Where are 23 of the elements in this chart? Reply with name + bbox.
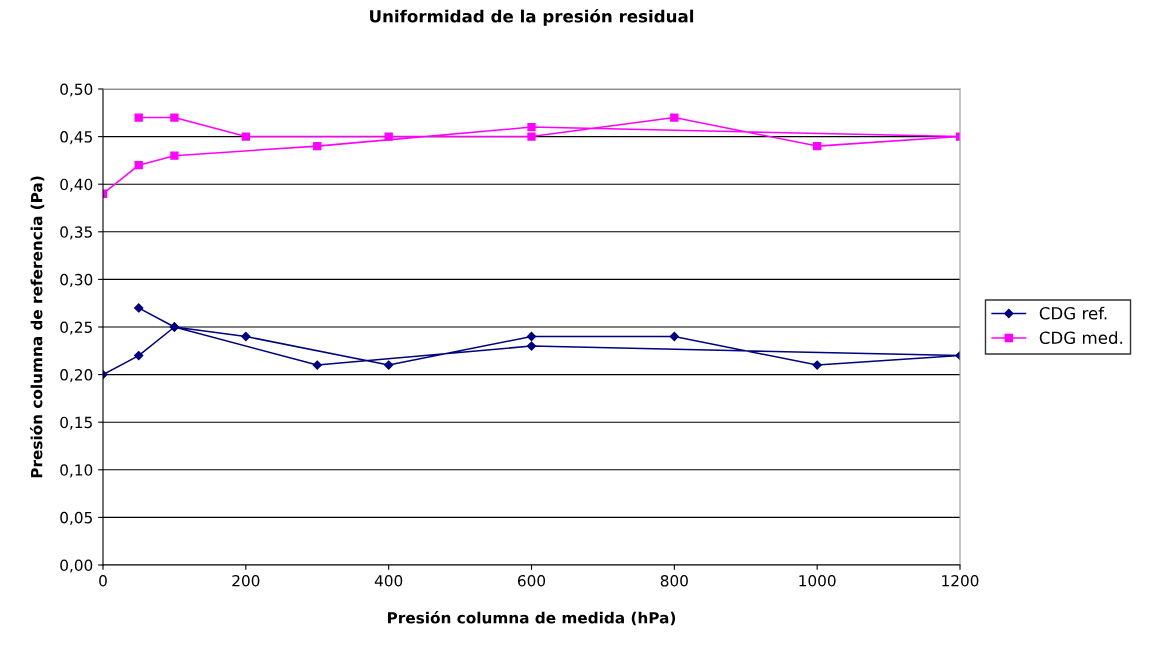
y-tick-label: 0,35 [60, 226, 92, 240]
x-tick-label: 200 [232, 574, 260, 587]
legend-label: CDG med. [1039, 331, 1123, 345]
legend-label: CDG ref. [1039, 306, 1107, 320]
x-tick-label: 1200 [942, 574, 979, 587]
y-tick-label: 0,30 [60, 273, 93, 287]
y-tick-label: 0,50 [60, 83, 93, 97]
x-tick-label: 1000 [799, 574, 836, 587]
y-tick-label: 0,25 [60, 321, 92, 335]
y-tick-label: 0,20 [60, 369, 93, 383]
y-tick-label: 0,00 [60, 559, 93, 573]
x-axis-title: Presión columna de medida (hPa) [388, 611, 676, 626]
y-axis-title: Presión columna de referencia (Pa) [29, 176, 45, 478]
y-tick-label: 0,45 [60, 131, 92, 145]
y-tick-label: 0,15 [60, 416, 92, 430]
x-tick-label: 0 [99, 574, 107, 587]
chart-title: Uniformidad de la presión residual [370, 9, 694, 26]
x-tick-label: 600 [517, 574, 546, 587]
x-tick-label: 800 [660, 574, 688, 587]
y-tick-label: 0,40 [60, 178, 93, 192]
y-tick-label: 0,10 [60, 464, 93, 478]
y-tick-label: 0,05 [60, 511, 92, 525]
x-tick-label: 400 [374, 574, 403, 587]
